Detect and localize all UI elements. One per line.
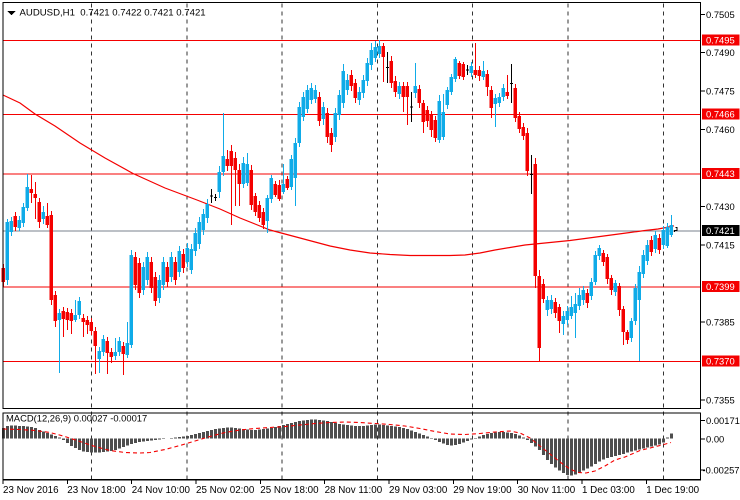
svg-text:23 Nov 18:00: 23 Nov 18:00 [67, 485, 126, 496]
svg-text:0.7505: 0.7505 [706, 9, 735, 20]
svg-text:28 Nov 11:00: 28 Nov 11:00 [325, 485, 383, 496]
svg-text:29 Nov 19:00: 29 Nov 19:00 [453, 485, 512, 496]
svg-text:25 Nov 18:00: 25 Nov 18:00 [260, 485, 319, 496]
svg-text:30 Nov 11:00: 30 Nov 11:00 [518, 485, 576, 496]
svg-text:0.7415: 0.7415 [706, 239, 735, 250]
svg-text:0.7495: 0.7495 [706, 34, 735, 45]
svg-text:25 Nov 02:00: 25 Nov 02:00 [196, 485, 255, 496]
svg-text:0.7475: 0.7475 [706, 85, 735, 96]
svg-text:1 Dec 03:00: 1 Dec 03:00 [582, 485, 635, 496]
svg-text:0.7355: 0.7355 [706, 394, 735, 405]
svg-text:0.7370: 0.7370 [706, 355, 735, 366]
svg-text:0.7466: 0.7466 [706, 108, 735, 119]
svg-text:0.7421: 0.7421 [706, 225, 735, 236]
svg-text:0.7443: 0.7443 [706, 168, 735, 179]
svg-text:24 Nov 10:00: 24 Nov 10:00 [132, 485, 191, 496]
svg-text:-0.00257: -0.00257 [703, 464, 740, 475]
svg-text:23 Nov 2016: 23 Nov 2016 [3, 485, 59, 496]
svg-text:0.7385: 0.7385 [706, 316, 735, 327]
svg-text:0.00171: 0.00171 [706, 415, 740, 426]
svg-text:0.7490: 0.7490 [706, 47, 735, 58]
svg-text:29 Nov 03:00: 29 Nov 03:00 [389, 485, 448, 496]
svg-text:0.7399: 0.7399 [706, 281, 735, 292]
svg-text:0.00: 0.00 [706, 433, 724, 444]
svg-text:1 Dec 19:00: 1 Dec 19:00 [646, 485, 699, 496]
svg-text:0.7460: 0.7460 [706, 124, 735, 135]
svg-text:0.7430: 0.7430 [706, 201, 735, 212]
svg-text:MACD(12,26,9) 0.00027 -0.00017: MACD(12,26,9) 0.00027 -0.00017 [6, 413, 147, 424]
svg-text:AUDUSD,H1 0.7421 0.7422 0.742: AUDUSD,H1 0.7421 0.7422 0.7421 0.7421 [20, 8, 206, 19]
